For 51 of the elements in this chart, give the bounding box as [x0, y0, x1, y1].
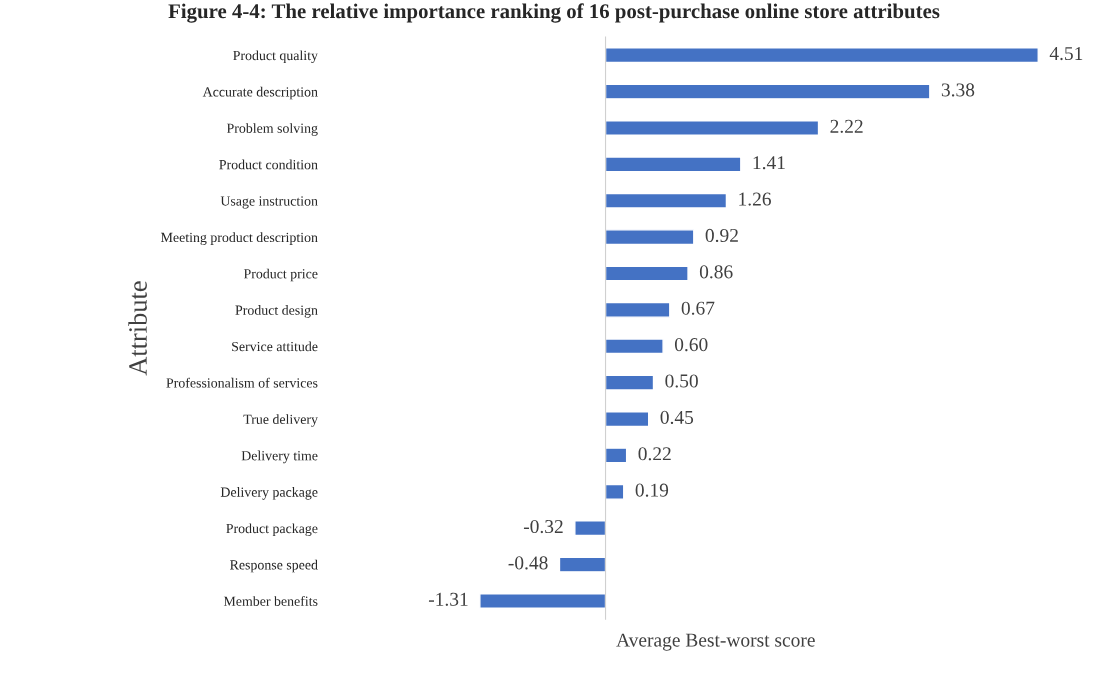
data-label: 0.45 [660, 410, 694, 424]
data-label: 2.22 [830, 119, 863, 133]
y-tick-label: Delivery package [220, 487, 318, 500]
y-tick-label: Response speed [230, 559, 318, 573]
bar [604, 411, 650, 428]
x-axis-title: Average Best-worst score [616, 633, 815, 651]
data-label: 0.67 [681, 301, 715, 315]
data-label: 1.26 [739, 192, 771, 206]
y-tick-label: Product price [243, 268, 318, 282]
data-label: 3.38 [941, 83, 975, 97]
data-label: 0.86 [699, 265, 733, 279]
bar [604, 338, 664, 355]
y-tick-label: Product package [226, 523, 318, 537]
bar [604, 47, 1039, 64]
y-tick-label: Professionalism of services [166, 377, 318, 388]
data-label: -0.48 [508, 556, 548, 570]
bar [558, 556, 607, 573]
data-label: 0.92 [705, 228, 738, 243]
bar [604, 265, 689, 282]
data-label: 1.41 [753, 156, 785, 170]
bar [604, 301, 671, 318]
data-label: 0.50 [665, 374, 698, 388]
bar [604, 374, 655, 391]
bar [604, 83, 931, 100]
bar [604, 447, 628, 464]
bar [604, 192, 728, 209]
data-label: 4.51 [1049, 47, 1083, 61]
data-label: 0.19 [635, 483, 669, 497]
y-tick-label: Product quality [233, 50, 318, 64]
y-tick-label: True delivery [243, 414, 318, 427]
bar [604, 156, 742, 173]
y-tick-label: Member benefits [223, 596, 318, 606]
y-tick-label: Accurate description [202, 86, 318, 100]
y-tick-label: Service attitude [232, 341, 318, 352]
chart-title: Figure 4-4: The relative importance ranking of 16 post-purchase online store attributes [168, 3, 940, 23]
bar [574, 520, 607, 537]
bar [604, 120, 820, 136]
y-tick-label: Product design [235, 305, 318, 318]
y-tick-label: Meeting product description [160, 232, 318, 245]
data-label: 0.60 [674, 338, 708, 352]
data-label: -1.31 [428, 592, 468, 606]
bar [604, 483, 625, 500]
y-tick-label: Delivery time [241, 450, 318, 464]
data-label: -0.32 [523, 519, 563, 534]
y-axis-title: Attribute [128, 281, 147, 376]
y-tick-label: Usage instruction [220, 196, 318, 209]
y-tick-label: Product condition [219, 159, 318, 170]
y-tick-label: Problem solving [226, 123, 318, 136]
data-label: 0.22 [638, 447, 671, 461]
bar [604, 229, 695, 246]
bar [479, 592, 607, 609]
